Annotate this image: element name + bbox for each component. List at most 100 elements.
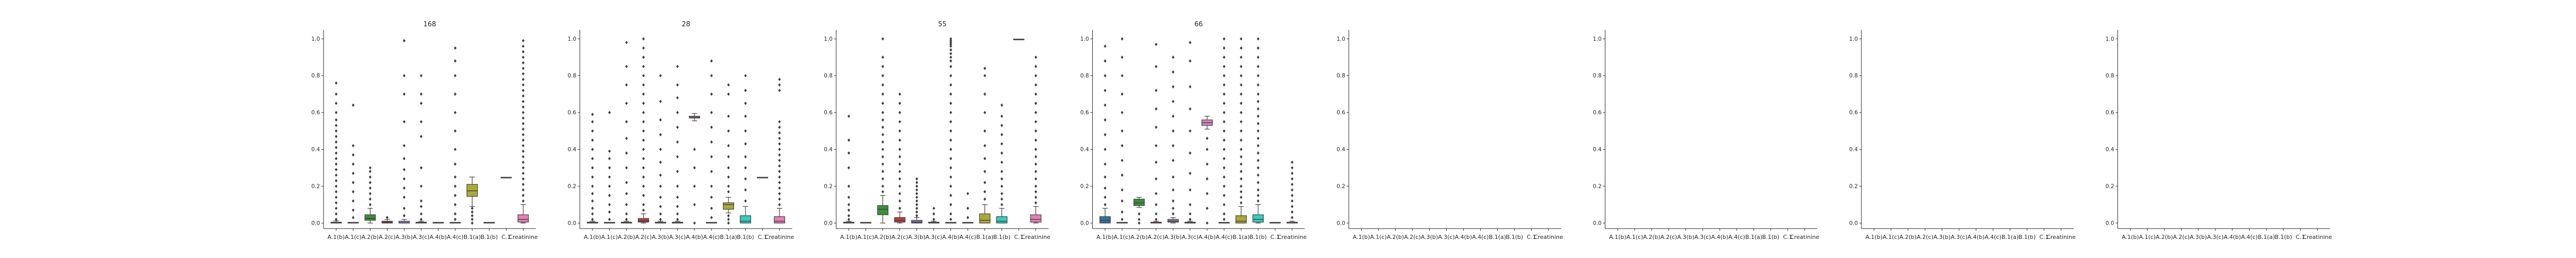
outlier-point <box>983 67 987 70</box>
outlier-point <box>915 214 919 218</box>
x-tick-label: A.3(c) <box>925 234 942 240</box>
outlier-point <box>949 203 953 206</box>
outlier-point <box>949 166 953 170</box>
outlier-point <box>949 194 953 197</box>
outlier-point <box>591 217 594 221</box>
outlier-point <box>659 74 662 77</box>
outlier-point <box>1104 162 1107 166</box>
outlier-point <box>402 157 406 160</box>
outlier-point <box>402 214 406 218</box>
outlier-point <box>898 170 902 173</box>
box-C.1 <box>1013 39 1025 40</box>
outlier-point <box>778 191 781 196</box>
outlier-point <box>419 204 423 208</box>
outlier-point <box>983 181 987 184</box>
outlier-point <box>368 166 372 170</box>
box-Creatinine <box>1286 160 1298 223</box>
x-tick-label: A.4(c) <box>1985 234 2001 240</box>
outlier-point <box>881 170 885 173</box>
outlier-point <box>1104 74 1107 77</box>
outlier-point <box>1104 44 1107 48</box>
y-tick-label: 0.4 <box>2106 147 2114 153</box>
outlier-point <box>351 144 355 148</box>
outlier-point <box>847 166 851 170</box>
outlier-point <box>1172 175 1175 179</box>
x-tick-label: C.1 <box>2296 234 2305 240</box>
outlier-point <box>642 74 645 77</box>
box-A.2(b) <box>621 41 632 223</box>
outlier-point <box>521 110 525 115</box>
y-tick-label: 0.6 <box>311 110 320 116</box>
x-tick-label: A.2(c) <box>891 234 908 240</box>
outlier-point <box>744 142 747 146</box>
outlier-point <box>1155 212 1158 216</box>
x-tick-label: A.1(b) <box>584 234 601 240</box>
outlier-point <box>625 191 628 196</box>
outlier-point <box>1189 41 1192 44</box>
outlier-point <box>334 162 338 166</box>
y-tick-label: 0.2 <box>1336 183 1345 189</box>
x-tick-label: A.3(b) <box>1421 234 1438 240</box>
outlier-point <box>778 77 781 82</box>
outlier-point <box>949 59 953 63</box>
outlier-point <box>1155 125 1158 129</box>
x-tick-label: B.1(b) <box>737 234 754 240</box>
box-A.4(b) <box>945 37 957 223</box>
outlier-point <box>744 102 747 105</box>
outlier-point <box>932 206 936 210</box>
box-A.4(b) <box>689 113 700 225</box>
facet-title: 28 <box>682 21 690 28</box>
outlier-point <box>1223 64 1226 69</box>
outlier-point <box>778 175 781 179</box>
outlier-point <box>1034 148 1038 151</box>
outlier-point <box>1240 201 1243 205</box>
outlier-point <box>898 120 902 124</box>
outlier-point <box>659 118 662 122</box>
outlier-point <box>898 191 902 196</box>
y-tick-label: 0.2 <box>1080 183 1089 189</box>
outlier-point <box>591 138 594 142</box>
x-tick-label: A.3(b) <box>2190 234 2207 240</box>
y-tick-label: 0.0 <box>2106 220 2114 227</box>
x-tick-label: A.4(c) <box>2241 234 2258 240</box>
outlier-point <box>693 221 696 225</box>
outlier-point <box>949 41 953 44</box>
outlier-point <box>1223 175 1226 179</box>
outlier-point <box>915 184 919 188</box>
outlier-point <box>727 144 730 148</box>
outlier-point <box>1104 118 1107 122</box>
outlier-point <box>1291 166 1294 170</box>
outlier-point <box>1155 203 1158 206</box>
box-A.1(c) <box>604 110 615 223</box>
outlier-point <box>521 100 525 103</box>
outlier-point <box>521 50 525 54</box>
x-tick-label: A.2(c) <box>379 234 395 240</box>
outlier-point <box>710 216 713 219</box>
outlier-point <box>915 210 919 214</box>
outlier-point <box>778 203 781 206</box>
outlier-point <box>1223 217 1226 221</box>
outlier-point <box>419 184 423 188</box>
x-tick-label: B.1(a) <box>720 234 737 240</box>
x-tick-label: B.1(b) <box>2019 234 2036 240</box>
outlier-point <box>419 166 423 170</box>
y-tick-label: 1.0 <box>824 36 833 42</box>
outlier-point <box>1240 129 1243 133</box>
outlier-point <box>1223 102 1226 105</box>
iqr-box <box>740 215 751 223</box>
x-tick-label: Creatinine <box>1790 234 1820 240</box>
outlier-point <box>1034 184 1038 188</box>
x-tick-label: A.1(c) <box>601 234 618 240</box>
outlier-point <box>608 194 611 197</box>
outlier-point <box>1104 196 1107 199</box>
y-tick-label: 0.6 <box>568 110 577 116</box>
outlier-point <box>453 129 457 133</box>
x-tick-label: Creatinine <box>2303 234 2332 240</box>
outlier-point <box>1240 110 1243 115</box>
outlier-point <box>676 140 679 144</box>
x-tick-label: A.3(b) <box>652 234 669 240</box>
outlier-point <box>915 181 919 184</box>
outlier-point <box>1223 83 1226 87</box>
box-A.3(c) <box>672 64 683 223</box>
box-B.1(a) <box>979 67 991 223</box>
